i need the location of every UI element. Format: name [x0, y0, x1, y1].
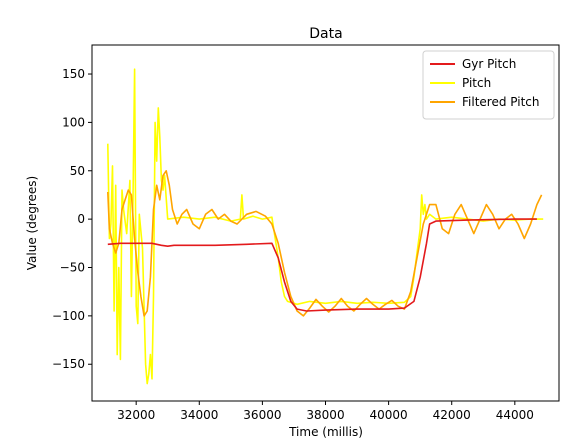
y-tick-label: −100 — [52, 309, 85, 323]
y-tick-label: −150 — [52, 357, 85, 371]
x-tick-label: 44000 — [496, 408, 534, 422]
y-tick-label: 150 — [62, 67, 85, 81]
legend-label: Gyr Pitch — [462, 57, 516, 71]
legend: Gyr Pitch Pitch Filtered Pitch — [422, 50, 555, 120]
x-axis-label: Time (millis) — [288, 425, 363, 439]
x-tick-label: 34000 — [180, 408, 218, 422]
y-axis-ticks: −150 −100 −50 0 50 100 150 — [52, 67, 92, 371]
y-tick-label: −50 — [60, 261, 85, 275]
y-axis-label: Value (degrees) — [25, 176, 39, 270]
legend-box — [422, 50, 555, 120]
series-line-filtered-pitch — [107, 170, 543, 317]
chart-title: Data — [309, 26, 342, 42]
y-tick-label: 0 — [77, 212, 85, 226]
legend-label: Filtered Pitch — [462, 95, 539, 109]
legend-label: Pitch — [462, 76, 491, 90]
series-line-pitch — [107, 68, 544, 385]
x-tick-label: 32000 — [117, 408, 155, 422]
x-tick-label: 36000 — [243, 408, 281, 422]
y-tick-label: 100 — [62, 115, 85, 129]
y-tick-label: 50 — [70, 164, 85, 178]
x-tick-label: 40000 — [370, 408, 408, 422]
series-line-gyr-pitch — [107, 218, 537, 312]
x-tick-label: 42000 — [433, 408, 471, 422]
series-layer — [107, 68, 544, 385]
x-axis-ticks: 32000 34000 36000 38000 40000 42000 44000 — [117, 401, 534, 422]
x-tick-label: 38000 — [306, 408, 344, 422]
